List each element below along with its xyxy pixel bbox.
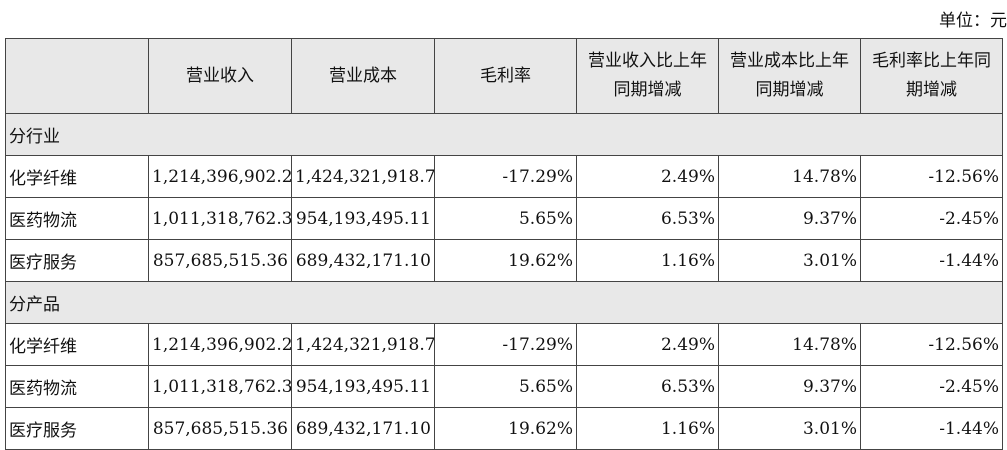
revenue-cell: 857,685,515.36 — [148, 407, 292, 450]
revenue-change-cell: 1.16% — [576, 239, 719, 282]
cost-change-cell: 14.78% — [718, 323, 861, 366]
cost-cell: 1,424,321,918.72 — [291, 155, 435, 198]
financial-table: 营业收入 营业成本 毛利率 营业收入比上年同期增减 营业成本比上年同期增减 毛利… — [5, 38, 1003, 450]
margin-change-cell: -2.45% — [860, 365, 1003, 408]
cost-change-cell: 3.01% — [718, 407, 861, 450]
row-name: 化学纤维 — [5, 323, 149, 366]
margin-cell: 5.65% — [434, 197, 577, 240]
margin-cell: 5.65% — [434, 365, 577, 408]
section-title: 分行业 — [5, 113, 1003, 156]
row-name: 医疗服务 — [5, 407, 149, 450]
table-row: 化学纤维 1,214,396,902.23 1,424,321,918.72 -… — [5, 323, 1003, 366]
revenue-cell: 1,214,396,902.23 — [148, 155, 292, 198]
revenue-change-cell: 2.49% — [576, 323, 719, 366]
section-row-product: 分产品 — [5, 281, 1003, 324]
cost-cell: 954,193,495.11 — [291, 365, 435, 408]
revenue-change-cell: 1.16% — [576, 407, 719, 450]
cost-change-cell: 3.01% — [718, 239, 861, 282]
header-cost-change: 营业成本比上年同期增减 — [718, 38, 861, 114]
header-margin: 毛利率 — [434, 38, 577, 114]
row-name: 化学纤维 — [5, 155, 149, 198]
revenue-change-cell: 6.53% — [576, 365, 719, 408]
cost-change-cell: 14.78% — [718, 155, 861, 198]
table-row: 医疗服务 857,685,515.36 689,432,171.10 19.62… — [5, 407, 1003, 450]
revenue-change-cell: 2.49% — [576, 155, 719, 198]
margin-cell: -17.29% — [434, 155, 577, 198]
cost-change-cell: 9.37% — [718, 365, 861, 408]
margin-cell: 19.62% — [434, 239, 577, 282]
header-revenue: 营业收入 — [148, 38, 292, 114]
margin-change-cell: -1.44% — [860, 407, 1003, 450]
revenue-cell: 1,214,396,902.23 — [148, 323, 292, 366]
table-row: 医疗服务 857,685,515.36 689,432,171.10 19.62… — [5, 239, 1003, 282]
revenue-cell: 1,011,318,762.36 — [148, 197, 292, 240]
revenue-cell: 1,011,318,762.36 — [148, 365, 292, 408]
table-row: 化学纤维 1,214,396,902.23 1,424,321,918.72 -… — [5, 155, 1003, 198]
cost-cell: 1,424,321,918.72 — [291, 323, 435, 366]
row-name: 医药物流 — [5, 365, 149, 408]
header-margin-change: 毛利率比上年同期增减 — [860, 38, 1003, 114]
table-row: 医药物流 1,011,318,762.36 954,193,495.11 5.6… — [5, 197, 1003, 240]
table-row: 医药物流 1,011,318,762.36 954,193,495.11 5.6… — [5, 365, 1003, 408]
row-name: 医药物流 — [5, 197, 149, 240]
margin-change-cell: -12.56% — [860, 155, 1003, 198]
cost-cell: 689,432,171.10 — [291, 407, 435, 450]
header-cell-blank — [5, 38, 149, 114]
section-title: 分产品 — [5, 281, 1003, 324]
margin-cell: -17.29% — [434, 323, 577, 366]
margin-change-cell: -1.44% — [860, 239, 1003, 282]
section-row-industry: 分行业 — [5, 113, 1003, 156]
cost-cell: 689,432,171.10 — [291, 239, 435, 282]
cost-change-cell: 9.37% — [718, 197, 861, 240]
margin-change-cell: -2.45% — [860, 197, 1003, 240]
revenue-cell: 857,685,515.36 — [148, 239, 292, 282]
row-name: 医疗服务 — [5, 239, 149, 282]
header-revenue-change: 营业收入比上年同期增减 — [576, 38, 719, 114]
header-cost: 营业成本 — [291, 38, 435, 114]
cost-cell: 954,193,495.11 — [291, 197, 435, 240]
margin-change-cell: -12.56% — [860, 323, 1003, 366]
header-row: 营业收入 营业成本 毛利率 营业收入比上年同期增减 营业成本比上年同期增减 毛利… — [5, 38, 1003, 114]
revenue-change-cell: 6.53% — [576, 197, 719, 240]
margin-cell: 19.62% — [434, 407, 577, 450]
unit-label: 单位：元 — [939, 11, 1007, 31]
